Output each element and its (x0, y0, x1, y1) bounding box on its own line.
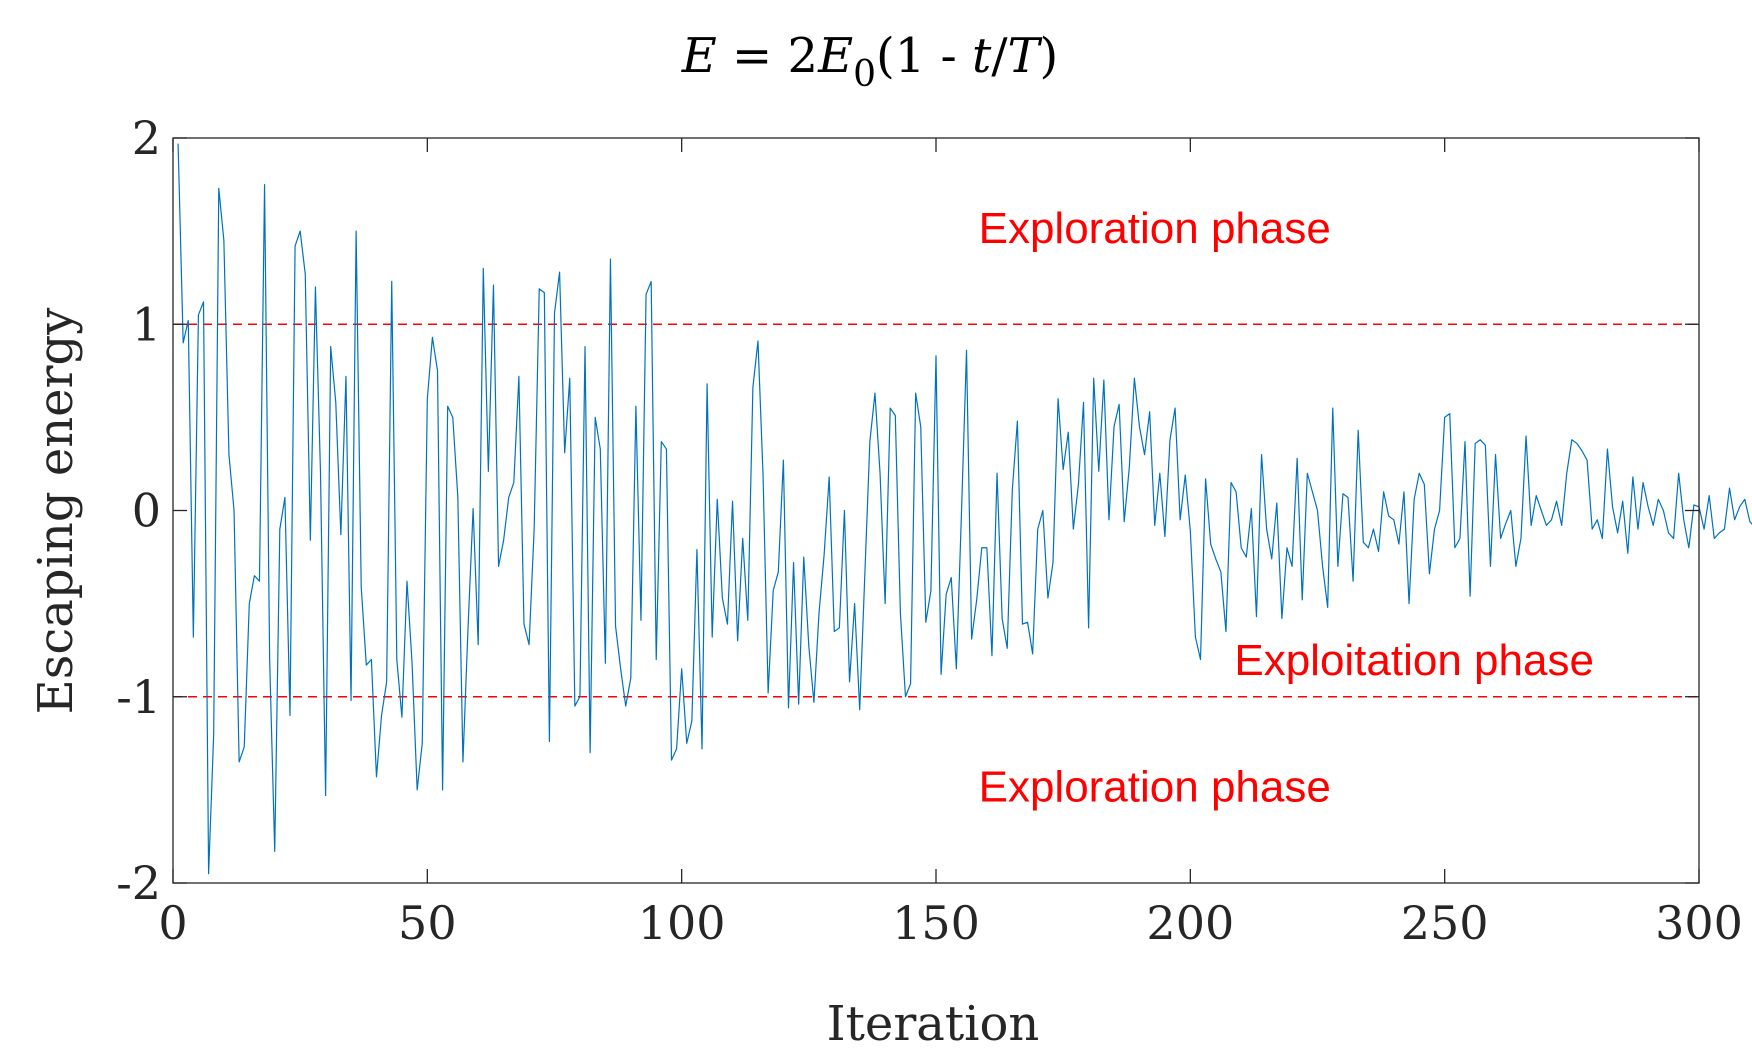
annotation-2: Exploration phase (979, 763, 1331, 812)
x-tick-label-1: 50 (398, 896, 457, 950)
x-tick-label-2: 100 (638, 896, 726, 950)
title-T: T (1008, 28, 1043, 84)
series-line-0 (177, 143, 1752, 875)
title-paren: (1 - (876, 28, 972, 84)
x-tick-label-6: 300 (1655, 896, 1743, 950)
y-tick-label-1: 1 (132, 297, 161, 351)
annotation-0: Exploration phase (979, 204, 1331, 253)
title-subscript: 0 (853, 54, 876, 95)
title-eq: = 2 (717, 28, 818, 84)
x-tick-label-0: 0 (158, 896, 187, 950)
y-tick-label-0: 2 (132, 111, 161, 165)
x-tick-label-3: 150 (892, 896, 980, 950)
title-close: ) (1040, 28, 1059, 84)
x-axis-label: Iteration (827, 996, 1040, 1052)
title-t: t (972, 28, 992, 84)
x-tick-label-4: 200 (1146, 896, 1234, 950)
y-tick-label-4: -2 (116, 856, 161, 910)
title-E: E (681, 28, 717, 84)
annotation-1: Exploitation phase (1234, 636, 1594, 685)
chart-title: E = 2E0(1 - t/T) (681, 28, 1059, 95)
x-tick-label-5: 250 (1401, 896, 1489, 950)
title-slash: / (991, 28, 1008, 84)
y-tick-label-3: -1 (116, 670, 161, 724)
y-tick-label-2: 0 (132, 484, 161, 538)
title-E0: E (817, 28, 853, 84)
y-axis-label: Escaping energy (28, 308, 84, 715)
